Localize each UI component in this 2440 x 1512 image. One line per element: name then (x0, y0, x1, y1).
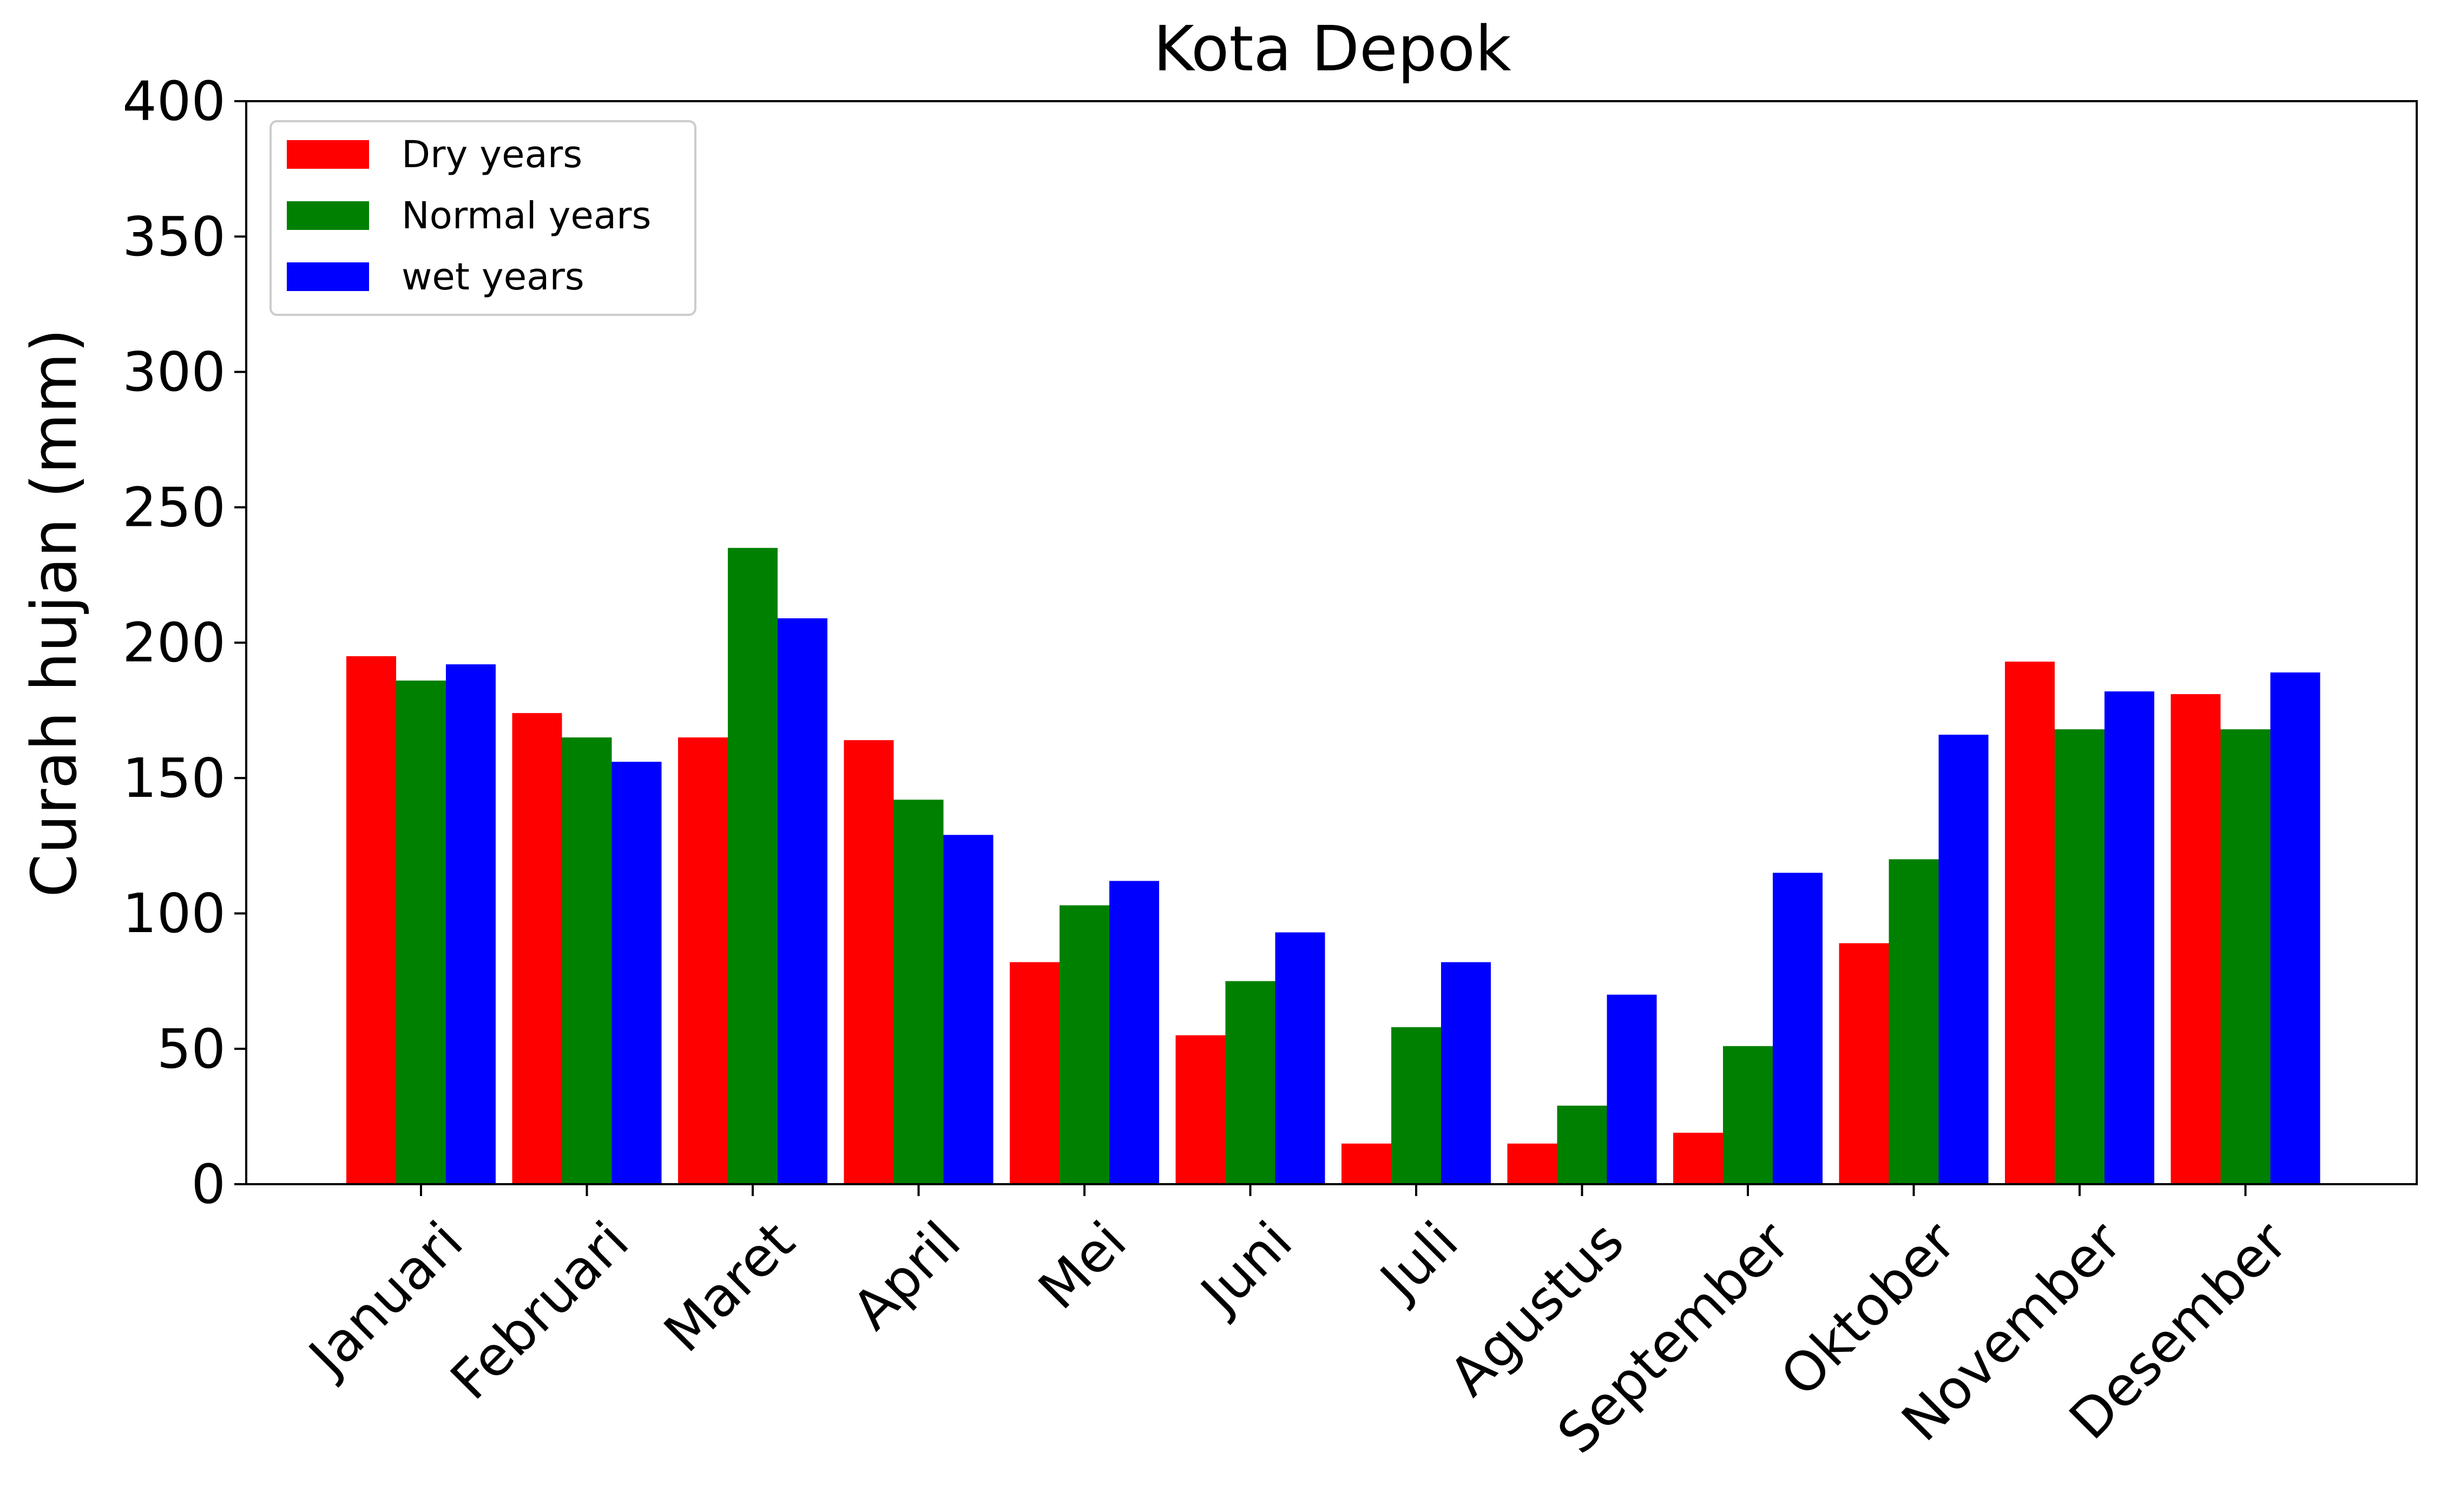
bar-dry-years-juli (1341, 1143, 1391, 1184)
bar-dry-years-agustus (1507, 1143, 1557, 1184)
bar-wet-years-november (2104, 691, 2154, 1184)
bar-wet-years-desember (2270, 672, 2320, 1184)
bar-dry-years-juni (1175, 1035, 1226, 1184)
bar-wet-years-april (943, 835, 994, 1184)
bar-normal-years-juni (1225, 981, 1275, 1184)
bar-normal-years-februari (562, 737, 612, 1184)
legend-box (269, 120, 696, 316)
bar-wet-years-oktober (1938, 735, 1989, 1184)
bar-dry-years-september (1673, 1132, 1723, 1184)
y-tick-label: 400 (122, 70, 226, 133)
bar-dry-years-januari (346, 656, 396, 1184)
legend-swatch-dry-years (287, 140, 369, 169)
bar-normal-years-desember (2220, 729, 2271, 1184)
bars-group (346, 547, 2320, 1185)
legend-label-dry-years: Dry years (402, 133, 582, 176)
bar-normal-years-januari (396, 681, 446, 1184)
y-tick-label: 300 (122, 340, 226, 404)
bar-dry-years-november (2005, 662, 2055, 1184)
bar-normal-years-september (1723, 1046, 1773, 1184)
bar-wet-years-mei (1109, 881, 1159, 1184)
y-tick-label: 0 (191, 1153, 226, 1216)
bar-wet-years-maret (778, 618, 827, 1184)
legend-label-wet-years: wet years (402, 255, 584, 299)
legend-swatch-wet-years (287, 262, 369, 291)
plot-frame (245, 100, 2418, 1185)
legend-swatch-normal-years (287, 201, 369, 230)
y-tick-label: 150 (122, 747, 226, 810)
bar-dry-years-oktober (1839, 943, 1889, 1184)
bar-dry-years-mei (1010, 962, 1060, 1184)
bar-wet-years-september (1773, 873, 1823, 1184)
y-tick-label: 250 (122, 476, 226, 539)
bar-normal-years-oktober (1889, 859, 1939, 1184)
y-tick-label: 200 (122, 611, 226, 675)
bar-wet-years-juni (1275, 932, 1325, 1184)
y-axis-label: Curah hujan (mm) (18, 328, 91, 897)
y-tick-label: 50 (157, 1017, 226, 1080)
y-tick-label: 350 (122, 205, 226, 268)
bar-dry-years-maret (678, 737, 728, 1184)
y-tick-label: 100 (122, 882, 226, 945)
bar-normal-years-mei (1060, 905, 1109, 1184)
bar-normal-years-maret (728, 547, 778, 1185)
bar-dry-years-desember (2171, 694, 2221, 1184)
bar-wet-years-januari (446, 664, 496, 1184)
bar-normal-years-november (2055, 729, 2104, 1184)
bar-normal-years-agustus (1557, 1105, 1607, 1184)
bar-wet-years-agustus (1607, 994, 1657, 1184)
bar-normal-years-april (893, 800, 944, 1184)
bar-wet-years-juli (1441, 962, 1491, 1184)
legend: Dry years Normal years wet years (269, 120, 696, 316)
y-axis-ticks: 0 50 100 150 200 250 300 350 400 (122, 70, 246, 1216)
chart-title: Kota Depok (1153, 13, 1511, 85)
bar-dry-years-februari (512, 713, 562, 1184)
legend-label-normal-years: Normal years (402, 194, 651, 237)
bar-wet-years-februari (611, 762, 662, 1184)
bar-dry-years-april (844, 740, 894, 1184)
bar-normal-years-juli (1391, 1027, 1441, 1184)
